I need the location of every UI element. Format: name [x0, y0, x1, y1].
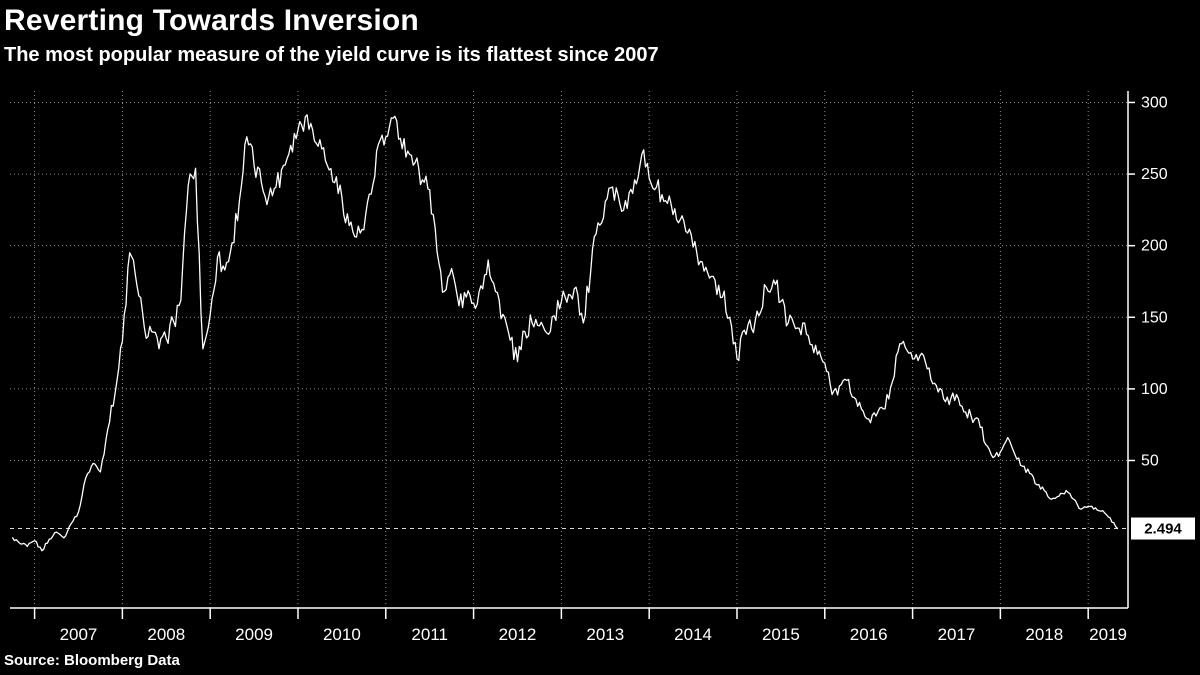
svg-text:2017: 2017	[938, 625, 976, 644]
svg-text:2010: 2010	[323, 625, 361, 644]
svg-text:2018: 2018	[1025, 625, 1063, 644]
x-axis-labels: 2007 2008 2009 2010 2011 2012 2013 2014 2015 2016…	[33, 608, 1127, 644]
axes	[10, 91, 1129, 609]
svg-text:2008: 2008	[147, 625, 185, 644]
svg-text:2009: 2009	[235, 625, 273, 644]
last-value-flag: 2.494	[1131, 517, 1195, 540]
svg-text:2015: 2015	[762, 625, 800, 644]
gridlines	[10, 91, 1128, 608]
svg-text:2019: 2019	[1089, 625, 1127, 644]
svg-text:50: 50	[1141, 452, 1159, 469]
y-axis-labels: 50 100 150 200 250 300	[1128, 94, 1168, 469]
svg-text:2011: 2011	[411, 625, 448, 644]
svg-text:2016: 2016	[850, 625, 888, 644]
svg-text:100: 100	[1141, 381, 1168, 398]
svg-text:2.494: 2.494	[1144, 521, 1182, 538]
chart-header: Reverting Towards Inversion The most pop…	[4, 4, 659, 67]
svg-text:2007: 2007	[60, 625, 98, 644]
svg-text:2014: 2014	[674, 625, 712, 644]
source-note: Source: Bloomberg Data	[4, 652, 180, 669]
chart-title: Reverting Towards Inversion	[4, 4, 419, 37]
yield-curve-chart: 50 100 150 200 250 300 2007 2008 2009 2010 2011 201…	[10, 91, 1195, 644]
svg-text:2013: 2013	[586, 625, 624, 644]
svg-text:2012: 2012	[499, 625, 537, 644]
svg-text:250: 250	[1141, 166, 1168, 183]
series-yield-spread	[11, 114, 1119, 552]
svg-text:300: 300	[1141, 94, 1168, 111]
svg-text:150: 150	[1141, 309, 1168, 326]
chart-subtitle: The most popular measure of the yield cu…	[4, 44, 659, 66]
svg-text:200: 200	[1141, 238, 1168, 255]
